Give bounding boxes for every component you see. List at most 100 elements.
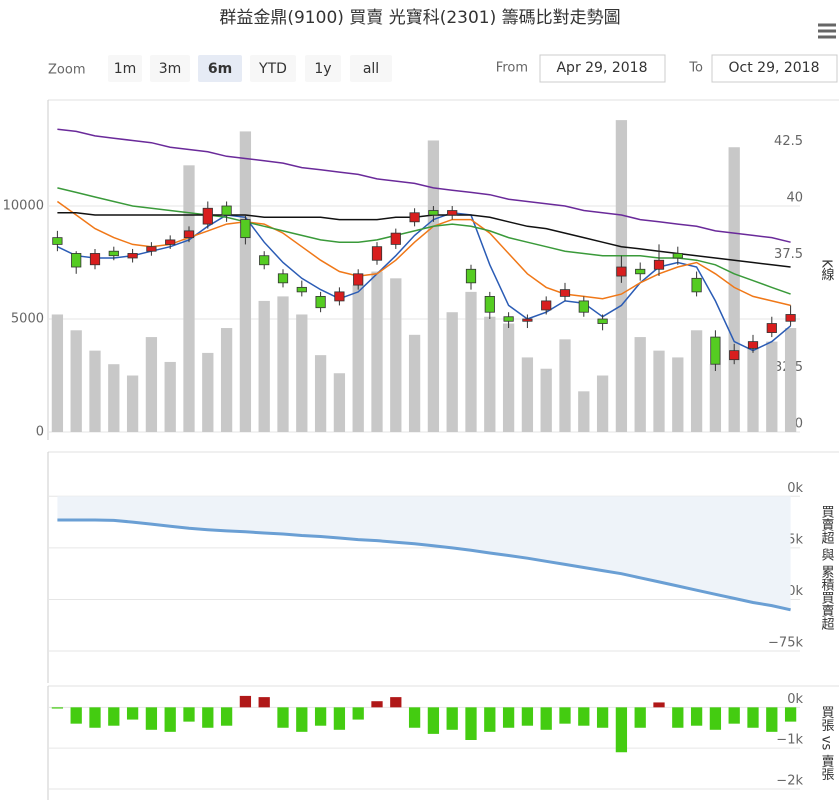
- candle-body: [729, 350, 740, 361]
- bar: [446, 707, 458, 730]
- area-fill: [57, 496, 791, 610]
- bar: [427, 707, 440, 734]
- y-tick-label: 5000: [11, 312, 44, 327]
- bar: [559, 707, 571, 724]
- volume-bar: [239, 131, 252, 433]
- candle-body: [71, 253, 82, 268]
- volume-bar: [220, 328, 233, 432]
- bar: [352, 707, 364, 720]
- y-tick-label: −75k: [768, 636, 803, 651]
- bar: [653, 702, 665, 708]
- y-tick-label: −1k: [776, 733, 803, 748]
- volume-bar: [145, 337, 158, 432]
- volume-bar: [371, 271, 383, 432]
- volume-bar: [108, 364, 120, 432]
- bar: [258, 697, 270, 708]
- bar: [202, 707, 214, 728]
- candle-body: [672, 253, 683, 259]
- candle-body: [484, 295, 495, 313]
- volume-bar: [126, 375, 139, 432]
- from-value: Apr 29, 2018: [556, 60, 647, 76]
- volume-bar: [390, 278, 402, 432]
- range-button[interactable]: [150, 55, 190, 82]
- range-button-label: 6m: [208, 61, 232, 77]
- volume-bar: [784, 328, 797, 432]
- bar: [277, 707, 289, 728]
- moving-average-line: [57, 128, 791, 243]
- bar: [709, 707, 722, 730]
- range-button[interactable]: [108, 55, 142, 82]
- bar: [766, 707, 778, 732]
- y-tick-label: 0: [36, 425, 44, 440]
- to-input[interactable]: [711, 54, 838, 83]
- to-value: Oct 29, 2018: [729, 60, 820, 76]
- range-button[interactable]: [350, 55, 392, 82]
- candle-body: [785, 314, 796, 322]
- volume-bar: [634, 337, 646, 432]
- candle-body: [371, 246, 383, 261]
- range-button[interactable]: [198, 55, 242, 82]
- moving-average-line: [57, 212, 792, 352]
- range-button[interactable]: [250, 55, 296, 82]
- bar: [408, 707, 421, 728]
- bar: [51, 707, 64, 709]
- volume-bar: [296, 314, 308, 432]
- candle-body: [522, 318, 533, 322]
- candle-body: [52, 237, 63, 245]
- bar: [747, 707, 759, 728]
- area-line: [57, 518, 791, 612]
- axis-title: 買賣超 與 累積買賣超: [819, 505, 835, 632]
- candle-body: [183, 230, 195, 239]
- bar: [89, 707, 101, 728]
- volume-bar: [333, 373, 346, 432]
- candle-body: [296, 286, 307, 293]
- chart-title: 群益金鼎(9100) 買賣 光寶科(2301) 籌碼比對走勢圖: [219, 7, 620, 28]
- candle-body: [653, 259, 665, 270]
- volume-bar: [578, 391, 590, 432]
- candle-body: [89, 253, 101, 266]
- bar: [371, 701, 383, 708]
- volume-bar: [672, 357, 684, 432]
- bar: [145, 707, 158, 730]
- axis-title: 買張 vs 賣張: [819, 706, 835, 781]
- range-button-label: 3m: [159, 61, 182, 77]
- volume-bar: [747, 348, 759, 432]
- range-button[interactable]: [305, 55, 341, 82]
- candle-body: [766, 323, 777, 333]
- volume-bar: [314, 355, 327, 432]
- volume-bar: [258, 300, 270, 432]
- bar: [784, 707, 797, 722]
- candle-body: [277, 273, 289, 284]
- candle-body: [334, 291, 345, 302]
- bar: [728, 707, 740, 724]
- candle-body: [559, 289, 571, 297]
- candle-body: [616, 266, 627, 277]
- volume-bar: [352, 285, 364, 432]
- volume-bar: [51, 314, 64, 432]
- volume-bar: [502, 323, 515, 432]
- candle-body: [691, 277, 702, 293]
- candle-body: [390, 232, 401, 245]
- candle-body: [165, 239, 176, 245]
- from-input[interactable]: [539, 54, 666, 83]
- volume-bar: [465, 291, 477, 432]
- menu-button[interactable]: [818, 23, 836, 39]
- candle-body: [747, 341, 759, 349]
- bar: [390, 697, 402, 708]
- candle-body: [597, 318, 608, 324]
- candle-body: [541, 300, 552, 311]
- candle-body: [635, 268, 646, 275]
- candle-body: [240, 219, 251, 239]
- volume-bar: [164, 361, 176, 432]
- bar: [220, 707, 233, 726]
- y-tick-label: 0k: [787, 692, 803, 707]
- y-tick-label: 37.5: [774, 247, 803, 262]
- candle-body: [127, 253, 138, 259]
- bar: [578, 707, 590, 726]
- bar: [502, 707, 515, 728]
- bar: [615, 707, 628, 753]
- y-tick-label: −2k: [776, 774, 803, 789]
- moving-average-line: [56, 200, 791, 307]
- bar: [70, 707, 82, 724]
